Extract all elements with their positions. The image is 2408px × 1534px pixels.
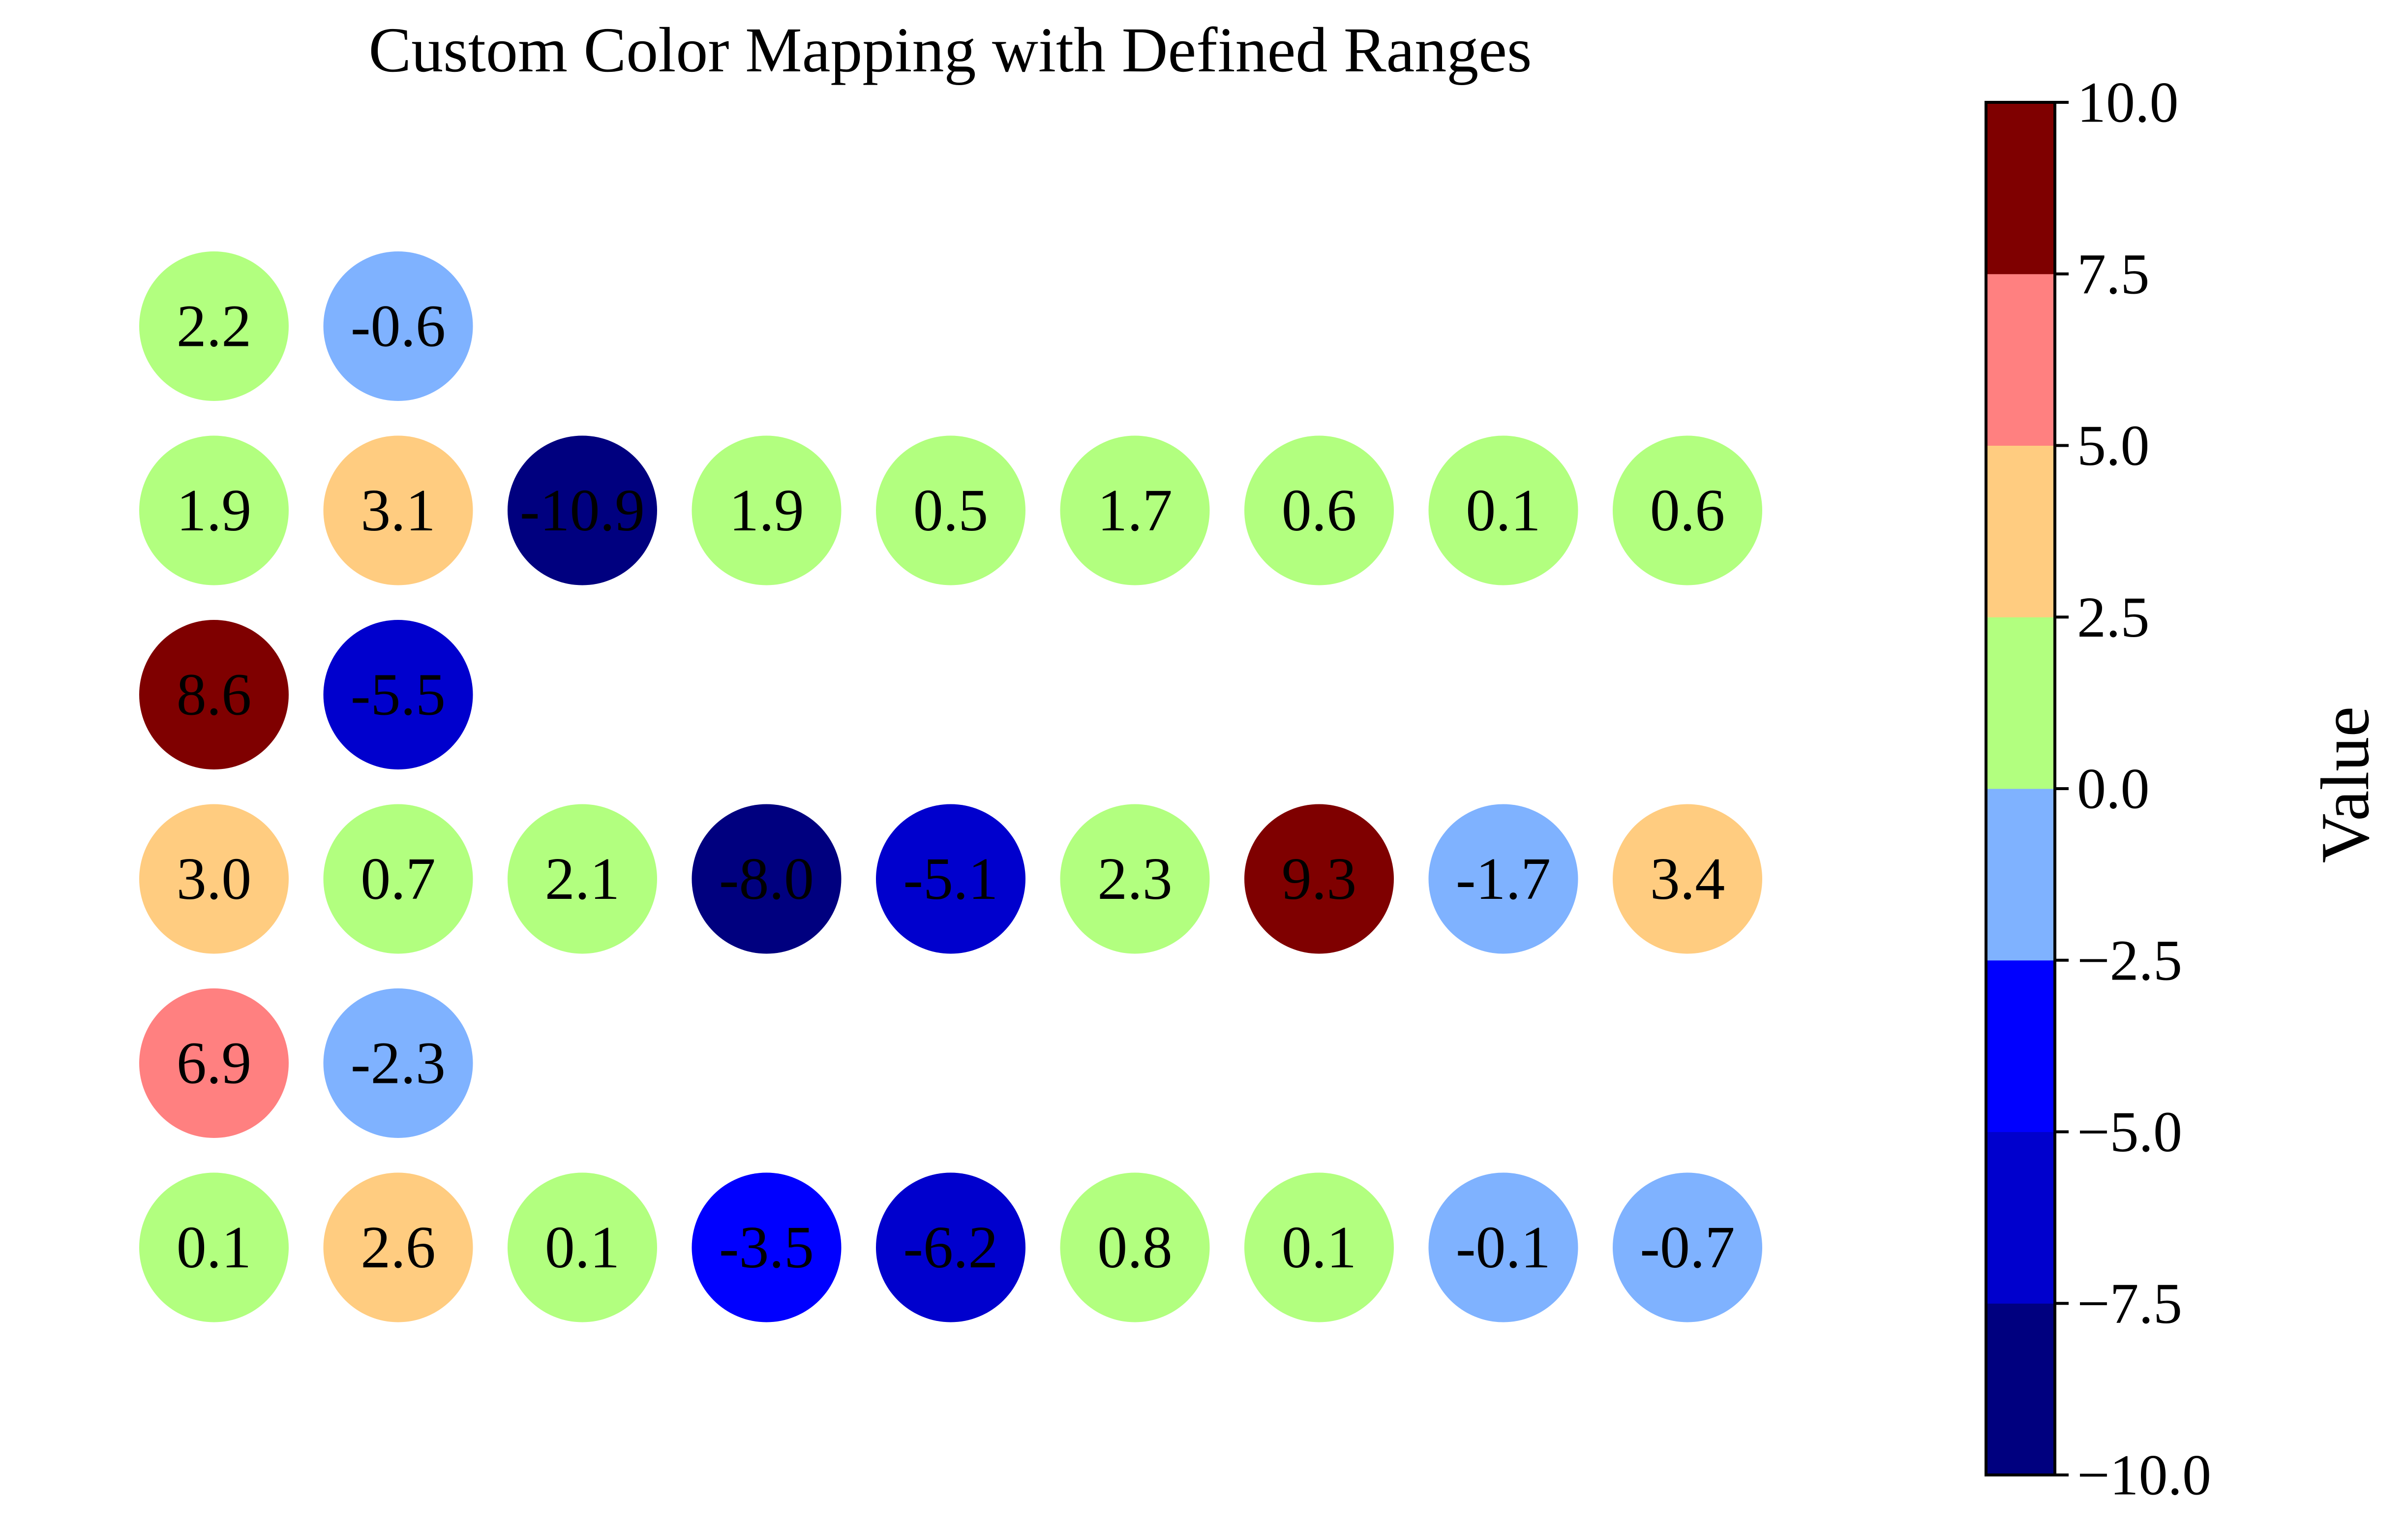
- data-label: 6.9: [177, 1030, 252, 1097]
- data-label: -8.0: [719, 846, 814, 912]
- data-label: 1.7: [1097, 477, 1173, 544]
- data-point: [323, 988, 473, 1138]
- data-point: [1244, 804, 1394, 954]
- data-label: 8.6: [177, 662, 252, 728]
- data-point: [139, 804, 289, 954]
- data-point: [1613, 1172, 1762, 1322]
- data-point: [692, 804, 842, 954]
- data-point: [323, 1172, 473, 1322]
- data-label: 2.3: [1097, 846, 1173, 912]
- data-point: [323, 251, 473, 401]
- colorbar-segment: [1986, 102, 2055, 275]
- data-point: [1613, 804, 1762, 954]
- colorbar-segment: [1986, 960, 2055, 1132]
- data-label: 3.0: [177, 846, 252, 912]
- colorbar-tick-label: 10.0: [2077, 70, 2179, 135]
- colorbar-segment: [1986, 789, 2055, 961]
- colorbar-tick-label: −7.5: [2077, 1271, 2182, 1336]
- data-label: -1.7: [1456, 846, 1551, 912]
- colorbar-segment: [1986, 274, 2055, 446]
- data-label: -3.5: [719, 1214, 814, 1281]
- data-point: [139, 251, 289, 401]
- data-label: 0.6: [1650, 477, 1725, 544]
- data-point: [323, 804, 473, 954]
- data-point: [1060, 804, 1210, 954]
- data-label: 2.6: [361, 1214, 436, 1281]
- data-label: -0.6: [351, 293, 446, 360]
- colorbar-tick-label: −2.5: [2077, 928, 2182, 992]
- colorbar-tick-label: 2.5: [2077, 585, 2150, 649]
- data-label: -2.3: [351, 1030, 446, 1097]
- colorbar-tick-label: −5.0: [2077, 1100, 2182, 1164]
- colorbar-segment: [1986, 1303, 2055, 1475]
- data-point: [1244, 1172, 1394, 1322]
- data-point: [1244, 435, 1394, 585]
- data-label: 0.7: [361, 846, 436, 912]
- colorbar-segment: [1986, 1132, 2055, 1304]
- data-point: [139, 435, 289, 585]
- data-point: [139, 988, 289, 1138]
- data-label: 0.5: [913, 477, 989, 544]
- data-label: -10.9: [520, 477, 645, 544]
- data-label: 2.2: [177, 293, 252, 360]
- data-point: [508, 804, 657, 954]
- data-points: 2.2 -0.6 1.9 3.1 -10.9 1.9 0.5 1.7 0.6 0.1 0.6 8.6 -…: [139, 251, 1762, 1322]
- data-point: [876, 804, 1025, 954]
- data-point: [692, 435, 842, 585]
- data-label: -6.2: [903, 1214, 998, 1281]
- data-label: 0.1: [1282, 1214, 1357, 1281]
- colorbar-tick-label: −10.0: [2077, 1443, 2211, 1507]
- data-label: 3.4: [1650, 846, 1725, 912]
- data-point: [139, 620, 289, 769]
- colorbar-segment: [1986, 445, 2055, 617]
- data-label: -5.1: [903, 846, 998, 912]
- data-label: 1.9: [729, 477, 804, 544]
- colorbar-label: Value: [2307, 706, 2383, 863]
- data-point: [508, 435, 657, 585]
- colorbar-tick-label: 5.0: [2077, 413, 2150, 478]
- data-label: 0.8: [1097, 1214, 1173, 1281]
- data-label: -0.7: [1640, 1214, 1735, 1281]
- colorbar-tick-label: 7.5: [2077, 242, 2150, 306]
- data-point: [323, 620, 473, 769]
- data-point: [1613, 435, 1762, 585]
- data-label: 0.1: [177, 1214, 252, 1281]
- data-point: [139, 1172, 289, 1322]
- data-label: -0.1: [1456, 1214, 1551, 1281]
- data-point: [1428, 804, 1578, 954]
- data-point: [1428, 1172, 1578, 1322]
- data-point: [692, 1172, 842, 1322]
- data-point: [1428, 435, 1578, 585]
- data-label: 0.1: [1466, 477, 1541, 544]
- data-point: [508, 1172, 657, 1322]
- data-label: 3.1: [361, 477, 436, 544]
- colorbar: 10.0 7.5 5.0 2.5 0.0 −2.5 −5.0 −7.5 −10.0: [1985, 70, 2211, 1507]
- data-label: 9.3: [1282, 846, 1357, 912]
- data-label: 0.6: [1282, 477, 1357, 544]
- colorbar-segment: [1986, 617, 2055, 789]
- data-label: 0.1: [545, 1214, 620, 1281]
- data-point: [1060, 435, 1210, 585]
- data-point: [1060, 1172, 1210, 1322]
- colorbar-tick-label: 0.0: [2077, 757, 2150, 821]
- data-point: [876, 435, 1025, 585]
- data-label: -5.5: [351, 662, 446, 728]
- data-point: [876, 1172, 1025, 1322]
- data-label: 2.1: [545, 846, 620, 912]
- data-label: 1.9: [177, 477, 252, 544]
- chart-title: Custom Color Mapping with Defined Ranges: [368, 15, 1532, 86]
- data-point: [323, 435, 473, 585]
